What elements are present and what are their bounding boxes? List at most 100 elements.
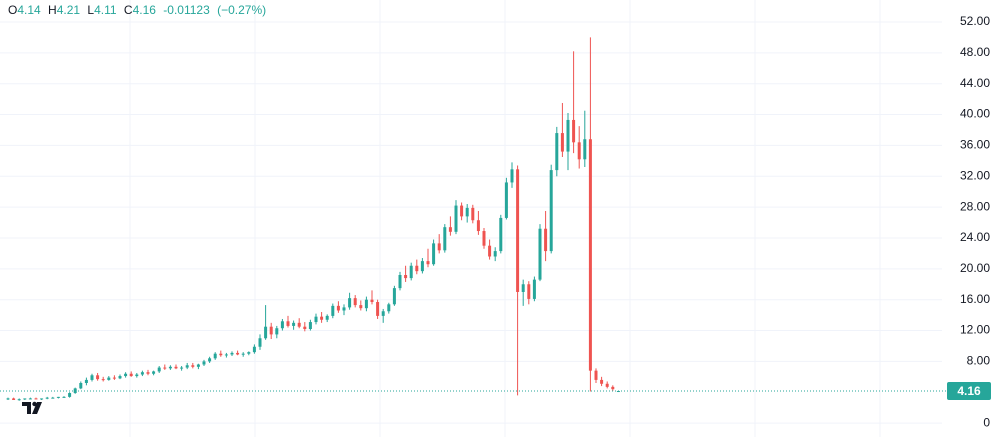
change-percent: (−0.27%) [217,3,266,17]
candle-body [219,353,223,356]
candle-body [258,338,262,347]
candle-body [174,366,178,369]
candle-body [191,365,195,367]
candle-body [560,133,564,152]
candle-body [420,261,424,272]
candle-body [157,367,161,372]
candle-body [28,398,32,400]
candle-body [443,227,447,251]
candle-body [241,353,245,355]
candle-body [611,386,615,390]
candle-body [168,366,172,369]
y-tick-label: 28.00 [960,199,990,213]
candle-body [107,377,111,380]
candle-body [180,367,184,369]
candle-body [331,305,335,316]
candle-body [51,397,55,399]
candle-body [577,142,581,160]
y-tick-label: 20.00 [960,261,990,275]
candle-body [594,370,598,380]
low-value: 4.11 [94,3,117,17]
candle-body [555,133,559,171]
candle-body [437,243,441,251]
candle-body [118,376,122,379]
candle-body [432,243,436,265]
candle-body [600,379,604,384]
candle-body [96,375,100,380]
candle-body [476,220,480,232]
candle-body [17,399,21,401]
candle-body [146,372,150,374]
candle-body [342,307,346,311]
candle-body [504,182,508,218]
close-label: C [124,3,133,17]
candle-body [348,298,352,308]
candle-body [426,261,430,265]
candle-body [387,304,391,312]
candle-body [129,373,133,377]
open-value: 4.14 [17,3,41,17]
low-label: L [87,3,94,17]
candle-body [588,139,592,371]
candle-body [415,265,419,272]
candle-body [152,371,156,374]
high-value: 4.21 [57,3,81,17]
candle-body [185,365,189,368]
candle-body [292,322,296,326]
candle-body [140,372,144,375]
candle-body [409,265,413,279]
close-value: 4.16 [133,3,157,17]
y-tick-label: 0 [983,415,990,429]
candle-body [247,352,251,354]
candle-body [224,354,228,356]
candle-body [303,326,307,330]
candle-body [370,299,374,303]
candle-body [40,398,44,400]
candle-body [320,316,324,320]
candle-body [124,373,128,377]
price-axis: 52.00 48.00 44.00 40.00 36.00 32.00 28.00 24.00… [960,14,990,429]
candle-body [163,367,167,369]
candle-body [45,397,49,399]
candle-body [364,299,368,309]
candle-body [252,346,256,353]
y-tick-label: 40.00 [960,107,990,121]
candle-body [532,279,536,299]
candle-body [68,393,72,397]
candle-body [12,398,16,400]
vertical-grid [129,0,881,437]
candle-body [325,315,329,320]
candle-body [359,305,363,309]
last-price-box [947,382,991,401]
y-tick-label: 44.00 [960,76,990,90]
high-label: H [48,3,57,17]
candle-body [482,231,486,246]
candle-body [353,298,357,306]
y-tick-label: 16.00 [960,292,990,306]
candle-body [202,361,206,365]
candle-body [538,228,542,280]
candle-body [230,352,234,355]
y-tick-label: 36.00 [960,138,990,152]
y-tick-label: 24.00 [960,230,990,244]
candle-body [510,169,514,183]
candle-body [460,205,464,217]
candle-body [280,321,284,329]
candle-body [448,227,452,232]
candle-body [404,275,408,279]
y-tick-label: 12.00 [960,323,990,337]
candle-body [465,207,469,217]
logo [22,401,42,414]
candle-body [90,375,94,380]
candle-body [583,139,587,160]
candle-body [264,326,268,339]
ohlc-legend: O4.14 H4.21 L4.11 C4.16 -0.01123 (−0.27%… [8,3,266,17]
candle-body [79,383,83,389]
candle-body [297,322,301,327]
last-price-label: 4.16 [957,384,981,398]
candle-body [135,374,139,377]
candle-body [398,275,402,289]
candle-body [101,379,105,381]
candle-body [196,364,200,367]
